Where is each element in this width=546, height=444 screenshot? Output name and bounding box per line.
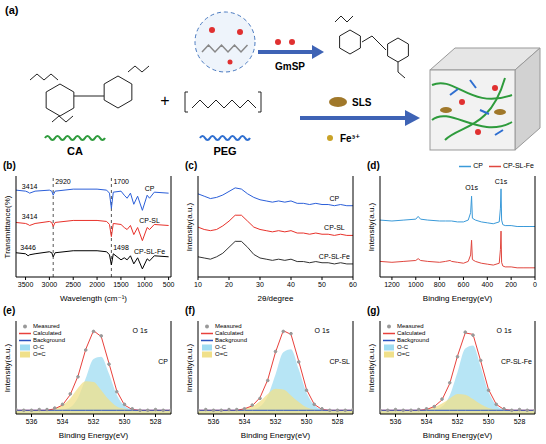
svg-text:536: 536 (208, 418, 220, 425)
svg-text:1000: 1000 (408, 281, 424, 288)
html-text:Calculated: Calculated (215, 330, 244, 336)
html-text:Calculated: Calculated (33, 330, 62, 336)
svg-text:CP: CP (145, 185, 155, 192)
svg-text:3414: 3414 (22, 213, 38, 220)
svg-text:0: 0 (533, 281, 537, 288)
svg-text:3500: 3500 (18, 281, 34, 288)
svg-text:Binding Energy(eV): Binding Energy(eV) (241, 431, 311, 440)
svg-text:600: 600 (458, 281, 470, 288)
svg-text:530: 530 (119, 418, 131, 425)
svg-text:1498: 1498 (113, 244, 129, 251)
svg-text:1500: 1500 (113, 281, 129, 288)
svg-text:530: 530 (301, 418, 313, 425)
svg-text:534: 534 (421, 418, 433, 425)
svg-text:800: 800 (434, 281, 446, 288)
html-text:Measured: Measured (33, 323, 60, 329)
svg-text:PEG: PEG (213, 145, 236, 157)
svg-text:Binding Energy(eV): Binding Energy(eV) (59, 431, 129, 440)
svg-text:(a): (a) (5, 4, 19, 16)
svg-text:+: + (160, 92, 169, 109)
svg-text:CA: CA (67, 145, 83, 157)
html-text:CP-SL: CP-SL (329, 358, 350, 366)
svg-text:O 1s: O 1s (133, 327, 148, 334)
html-text:Background: Background (397, 337, 429, 343)
svg-text:Binding Energy(eV): Binding Energy(eV) (423, 294, 493, 303)
html-text:(e): (e) (3, 305, 16, 316)
html-text:Background: Background (33, 337, 65, 343)
html-text:Intensity(a.u.): Intensity(a.u.) (184, 202, 194, 251)
html-text:CP: CP (473, 162, 483, 169)
html-text:O=C: O=C (33, 351, 46, 357)
svg-text:532: 532 (270, 418, 282, 425)
svg-text:O 1s: O 1s (497, 327, 512, 334)
svg-text:CP-SL: CP-SL (139, 217, 160, 224)
html-text:CP-SL-Fe: CP-SL-Fe (500, 358, 532, 366)
svg-text:SLS: SLS (352, 97, 372, 108)
html-text:O-C: O-C (397, 344, 408, 350)
svg-text:50: 50 (318, 281, 326, 288)
svg-text:534: 534 (57, 418, 69, 425)
html-text:Intensity(a.u.): Intensity(a.u.) (366, 343, 376, 392)
html-text:O=C: O=C (397, 351, 410, 357)
svg-text:200: 200 (505, 281, 517, 288)
svg-text:C1s: C1s (495, 178, 508, 185)
svg-text:1000: 1000 (137, 281, 153, 288)
html-text:Transmittance(%): Transmittance(%) (2, 195, 12, 258)
svg-text:2000: 2000 (89, 281, 105, 288)
svg-text:40: 40 (287, 281, 295, 288)
html-text:Measured: Measured (215, 323, 242, 329)
html-text:Intensity(a.u.): Intensity(a.u.) (366, 202, 376, 251)
svg-text:Wavelength (cm⁻¹): Wavelength (cm⁻¹) (60, 294, 127, 303)
html-text:O=C: O=C (215, 351, 228, 357)
html-text:Intensity(a.u.): Intensity(a.u.) (2, 343, 12, 392)
svg-text:Fe³⁺: Fe³⁺ (340, 133, 360, 144)
svg-text:CP: CP (330, 195, 340, 202)
svg-text:528: 528 (514, 418, 526, 425)
html-text:CP-SL-Fe: CP-SL-Fe (502, 162, 534, 169)
svg-text:3000: 3000 (42, 281, 58, 288)
svg-text:530: 530 (483, 418, 495, 425)
svg-text:532: 532 (88, 418, 100, 425)
html-text:CP: CP (158, 358, 168, 366)
svg-text:400: 400 (481, 281, 493, 288)
svg-text:CP-SL-Fe: CP-SL-Fe (319, 253, 350, 260)
html-text:(d): (d) (367, 160, 380, 171)
svg-text:2θ/degree: 2θ/degree (257, 294, 294, 303)
svg-text:10: 10 (194, 281, 202, 288)
html-text:(g): (g) (367, 305, 380, 316)
svg-text:536: 536 (26, 418, 38, 425)
html-text:(b): (b) (3, 160, 16, 171)
svg-text:534: 534 (239, 418, 251, 425)
svg-text:3414: 3414 (22, 183, 38, 190)
svg-text:500: 500 (163, 281, 175, 288)
svg-text:GmSP: GmSP (275, 61, 305, 72)
svg-text:O1s: O1s (465, 184, 478, 191)
svg-text:Binding Energy(eV): Binding Energy(eV) (423, 431, 493, 440)
svg-text:2920: 2920 (55, 178, 71, 185)
svg-text:1200: 1200 (384, 281, 400, 288)
svg-text:3446: 3446 (20, 244, 36, 251)
html-text:Background: Background (215, 337, 247, 343)
svg-text:20: 20 (225, 281, 233, 288)
svg-text:60: 60 (349, 281, 357, 288)
html-text:O-C: O-C (33, 344, 44, 350)
html-text:Intensity(a.u.): Intensity(a.u.) (184, 343, 194, 392)
svg-text:532: 532 (452, 418, 464, 425)
svg-text:528: 528 (332, 418, 344, 425)
svg-text:30: 30 (256, 281, 264, 288)
svg-text:CP-SL: CP-SL (324, 224, 345, 231)
svg-text:2500: 2500 (65, 281, 81, 288)
svg-text:CP-SL-Fe: CP-SL-Fe (134, 248, 165, 255)
html-text:Calculated: Calculated (397, 330, 426, 336)
svg-text:O 1s: O 1s (315, 327, 330, 334)
html-text:Measured: Measured (397, 323, 424, 329)
svg-text:528: 528 (150, 418, 162, 425)
html-text:(c): (c) (185, 160, 198, 171)
svg-text:1700: 1700 (113, 178, 129, 185)
html-text:(f): (f) (185, 305, 195, 316)
svg-text:536: 536 (390, 418, 402, 425)
html-text:O-C: O-C (215, 344, 226, 350)
